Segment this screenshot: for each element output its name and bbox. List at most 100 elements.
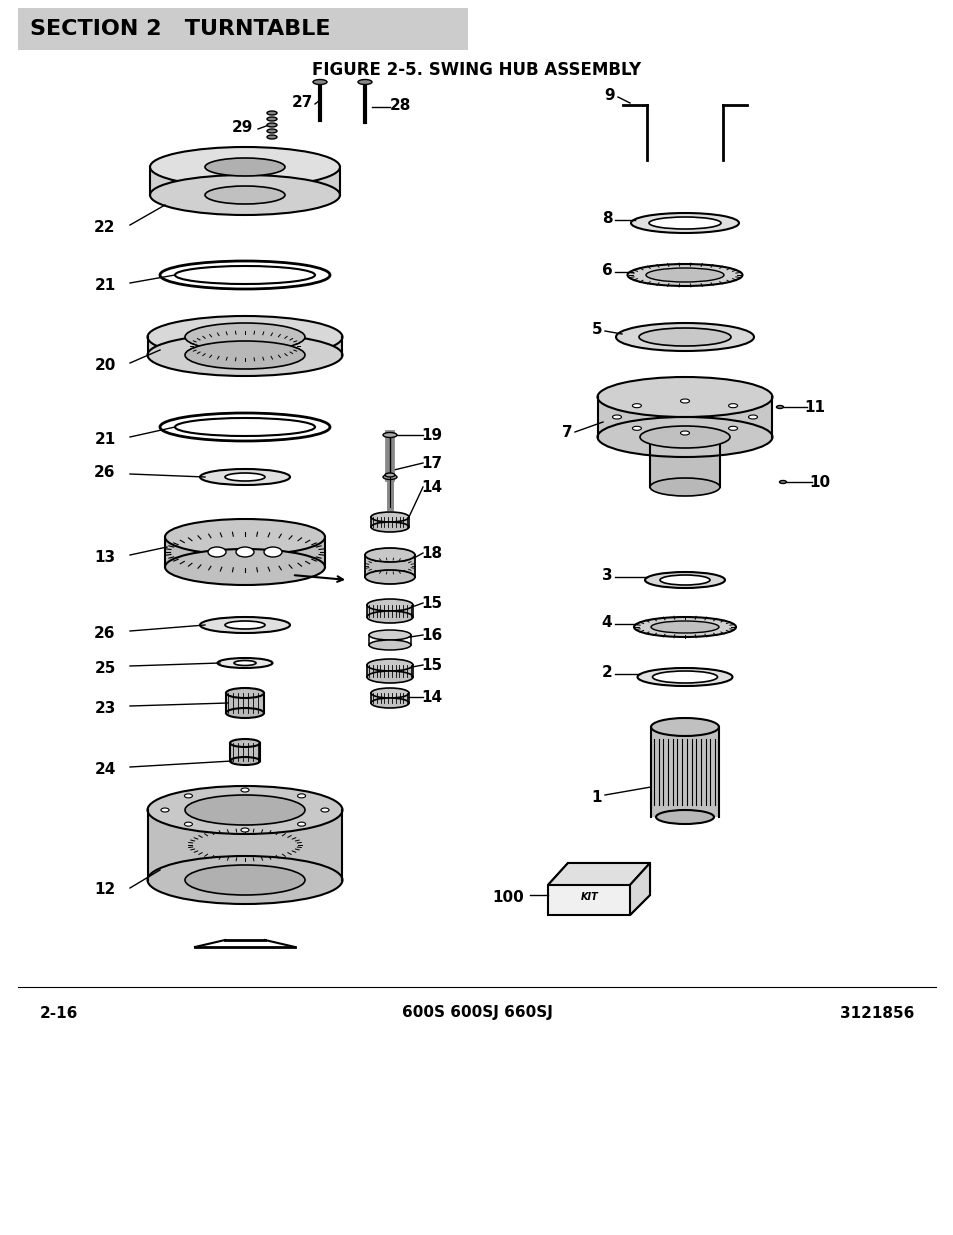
Ellipse shape [184, 823, 193, 826]
Text: 2-16: 2-16 [40, 1005, 78, 1020]
Text: KIT: KIT [580, 892, 598, 902]
Text: 28: 28 [389, 98, 410, 112]
Ellipse shape [313, 79, 327, 84]
Ellipse shape [382, 432, 396, 437]
Ellipse shape [679, 399, 689, 403]
Text: 5: 5 [591, 321, 601, 336]
Ellipse shape [779, 480, 785, 483]
Ellipse shape [367, 599, 413, 611]
Ellipse shape [165, 519, 325, 555]
Ellipse shape [241, 788, 249, 792]
Ellipse shape [776, 405, 782, 409]
Ellipse shape [160, 261, 330, 289]
Text: 600S 600SJ 660SJ: 600S 600SJ 660SJ [401, 1005, 552, 1020]
Text: 22: 22 [94, 220, 115, 235]
Ellipse shape [161, 808, 169, 811]
Text: 8: 8 [601, 210, 612, 226]
Polygon shape [598, 396, 771, 437]
Text: 7: 7 [561, 425, 572, 440]
Ellipse shape [371, 513, 409, 522]
Ellipse shape [205, 158, 285, 177]
Polygon shape [230, 743, 260, 761]
Ellipse shape [230, 757, 260, 764]
Ellipse shape [297, 794, 305, 798]
Ellipse shape [267, 117, 276, 121]
Polygon shape [367, 605, 413, 618]
Polygon shape [649, 437, 720, 487]
Ellipse shape [679, 431, 689, 435]
Text: 15: 15 [421, 595, 442, 610]
Text: SECTION 2   TURNTABLE: SECTION 2 TURNTABLE [30, 19, 330, 40]
Text: 15: 15 [421, 657, 442, 673]
Text: 10: 10 [808, 474, 830, 489]
Ellipse shape [225, 621, 265, 629]
Ellipse shape [632, 426, 640, 430]
Ellipse shape [217, 658, 273, 668]
Ellipse shape [597, 377, 772, 417]
Polygon shape [547, 863, 649, 885]
Ellipse shape [639, 329, 730, 346]
Ellipse shape [297, 823, 305, 826]
Polygon shape [547, 863, 649, 915]
Ellipse shape [639, 426, 729, 448]
Ellipse shape [630, 212, 739, 233]
Ellipse shape [226, 688, 264, 698]
Ellipse shape [185, 324, 305, 351]
Text: 25: 25 [94, 661, 115, 676]
Polygon shape [148, 810, 341, 881]
Ellipse shape [200, 618, 290, 634]
Polygon shape [150, 167, 339, 195]
Ellipse shape [371, 698, 409, 708]
Ellipse shape [264, 547, 282, 557]
Ellipse shape [148, 316, 342, 358]
Ellipse shape [184, 794, 193, 798]
Ellipse shape [748, 415, 757, 419]
Ellipse shape [385, 473, 395, 477]
Ellipse shape [648, 217, 720, 228]
Text: 18: 18 [421, 546, 442, 561]
Text: 19: 19 [421, 427, 442, 442]
Ellipse shape [267, 135, 276, 140]
Polygon shape [367, 664, 413, 677]
Text: 2: 2 [601, 664, 612, 679]
Text: 29: 29 [231, 120, 253, 135]
Ellipse shape [148, 785, 342, 834]
Text: 9: 9 [604, 88, 615, 103]
Ellipse shape [225, 473, 265, 480]
Ellipse shape [728, 426, 737, 430]
Ellipse shape [645, 268, 723, 282]
Polygon shape [365, 555, 415, 577]
Ellipse shape [637, 668, 732, 685]
Ellipse shape [650, 621, 719, 634]
Ellipse shape [616, 324, 753, 351]
Text: 3: 3 [601, 568, 612, 583]
Text: 100: 100 [492, 889, 523, 904]
Polygon shape [629, 863, 649, 915]
Text: 26: 26 [94, 464, 115, 479]
Text: FIGURE 2-5. SWING HUB ASSEMBLY: FIGURE 2-5. SWING HUB ASSEMBLY [313, 61, 640, 79]
Ellipse shape [367, 671, 413, 683]
Ellipse shape [652, 671, 717, 683]
Text: 17: 17 [421, 456, 442, 471]
Ellipse shape [148, 856, 342, 904]
Ellipse shape [174, 417, 314, 436]
Text: 26: 26 [94, 625, 115, 641]
Ellipse shape [150, 147, 339, 186]
Polygon shape [148, 337, 341, 354]
Ellipse shape [267, 111, 276, 115]
Ellipse shape [371, 688, 409, 698]
Text: 14: 14 [421, 479, 442, 494]
Ellipse shape [226, 708, 264, 718]
Ellipse shape [205, 186, 285, 204]
Ellipse shape [365, 548, 415, 562]
Ellipse shape [369, 640, 411, 650]
Text: 27: 27 [291, 95, 313, 110]
Bar [18, 7, 468, 49]
Text: 6: 6 [601, 263, 612, 278]
Ellipse shape [728, 404, 737, 408]
Ellipse shape [174, 266, 314, 284]
Text: 11: 11 [803, 399, 824, 415]
Text: 21: 21 [94, 431, 115, 447]
Ellipse shape [150, 175, 339, 215]
Ellipse shape [160, 412, 330, 441]
